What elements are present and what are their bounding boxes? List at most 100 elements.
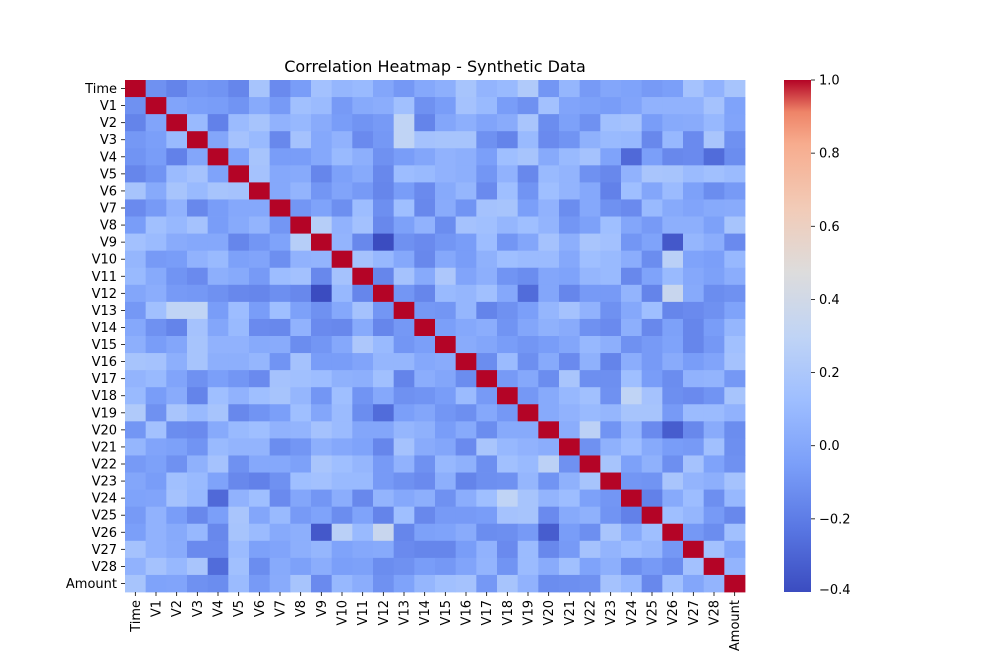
heatmap-cell [517,489,539,508]
heatmap-cell [476,80,498,98]
heatmap-cell [145,80,167,98]
heatmap-cell [125,455,147,473]
heatmap-cell [249,114,271,132]
heatmap-cell [703,574,725,593]
heatmap-cell [311,97,333,115]
heatmap-cell [559,233,581,252]
heatmap-cell [249,148,271,166]
heatmap-cell [662,97,684,115]
heatmap-cell [455,97,477,115]
heatmap-cell [331,148,353,166]
heatmap-cell [393,421,415,439]
heatmap-cell [290,301,312,320]
heatmap-cell [290,438,312,456]
heatmap-cell [641,472,663,490]
heatmap-cell [497,506,519,525]
heatmap-cell [414,114,436,132]
heatmap-cell [559,80,581,98]
heatmap-cell [249,199,271,217]
heatmap-cell [538,574,560,593]
heatmap-cell [125,404,147,422]
heatmap-cell [559,165,581,183]
heatmap-cell [269,131,291,149]
heatmap-cell [125,114,147,132]
heatmap-cell [621,250,643,269]
heatmap-cell [125,97,147,115]
heatmap-cell [538,114,560,132]
x-tick-label: V28 [708,600,723,625]
heatmap-cell [497,318,519,337]
heatmap-cell [207,148,229,166]
heatmap-cell [393,438,415,456]
heatmap-cell [476,131,498,149]
heatmap-cell [414,80,436,98]
heatmap-cell [269,250,291,269]
heatmap-cell [600,131,622,149]
heatmap-cell [393,97,415,115]
heatmap-cell [269,80,291,98]
heatmap-cell [517,370,539,388]
heatmap-cell [538,216,560,234]
heatmap-cell [641,114,663,132]
heatmap-cell [517,165,539,183]
heatmap-cell [559,540,581,559]
heatmap-cell [311,165,333,183]
heatmap-cell [724,284,746,303]
heatmap-cell [393,455,415,473]
heatmap-cell [476,114,498,132]
heatmap-cell [228,540,250,559]
heatmap-cell [559,472,581,490]
heatmap-cell [187,301,209,320]
heatmap-cell [290,97,312,115]
heatmap-cell [207,455,229,473]
x-tick-label: V25 [646,600,661,625]
heatmap-cell [290,182,312,200]
x-tick-label: V5 [232,600,247,617]
heatmap-cell [414,540,436,559]
heatmap-cell [600,438,622,456]
heatmap-cell [641,233,663,252]
heatmap-cell [166,233,188,252]
heatmap-cell [559,318,581,337]
y-tick-label: V10 [92,253,117,268]
heatmap-cell [559,455,581,473]
heatmap-cell [311,199,333,217]
heatmap-cell [497,489,519,508]
heatmap-cell [269,353,291,371]
heatmap-cell [352,97,374,115]
heatmap-cell [331,267,353,286]
heatmap-cell [249,353,271,371]
heatmap-cell [166,267,188,286]
heatmap-cell [538,148,560,166]
heatmap-cell [352,506,374,525]
heatmap-cell [373,336,395,354]
heatmap-cell [331,336,353,354]
heatmap-cell [290,336,312,354]
heatmap-cell [621,370,643,388]
heatmap-cell [476,165,498,183]
heatmap-cell [249,131,271,149]
heatmap-cell [414,506,436,525]
heatmap-cell [393,523,415,542]
heatmap-cell [724,523,746,542]
heatmap-cell [476,540,498,559]
heatmap-cell [559,353,581,371]
heatmap-cell [662,182,684,200]
heatmap-cell [331,97,353,115]
heatmap-cell [187,267,209,286]
heatmap-cell [579,353,601,371]
heatmap-cell [228,165,250,183]
heatmap-cell [166,540,188,559]
heatmap-cell [373,250,395,269]
heatmap-cell [125,574,147,593]
heatmap-cell [435,182,457,200]
heatmap-cell [683,148,705,166]
heatmap-cell [559,199,581,217]
heatmap-cell [724,421,746,439]
y-tick-label: V21 [92,440,117,455]
heatmap-cell [600,165,622,183]
heatmap-cell [207,216,229,234]
heatmap-cell [249,540,271,559]
colorbar-tick-label: 0.6 [819,220,840,235]
heatmap-cell [476,353,498,371]
